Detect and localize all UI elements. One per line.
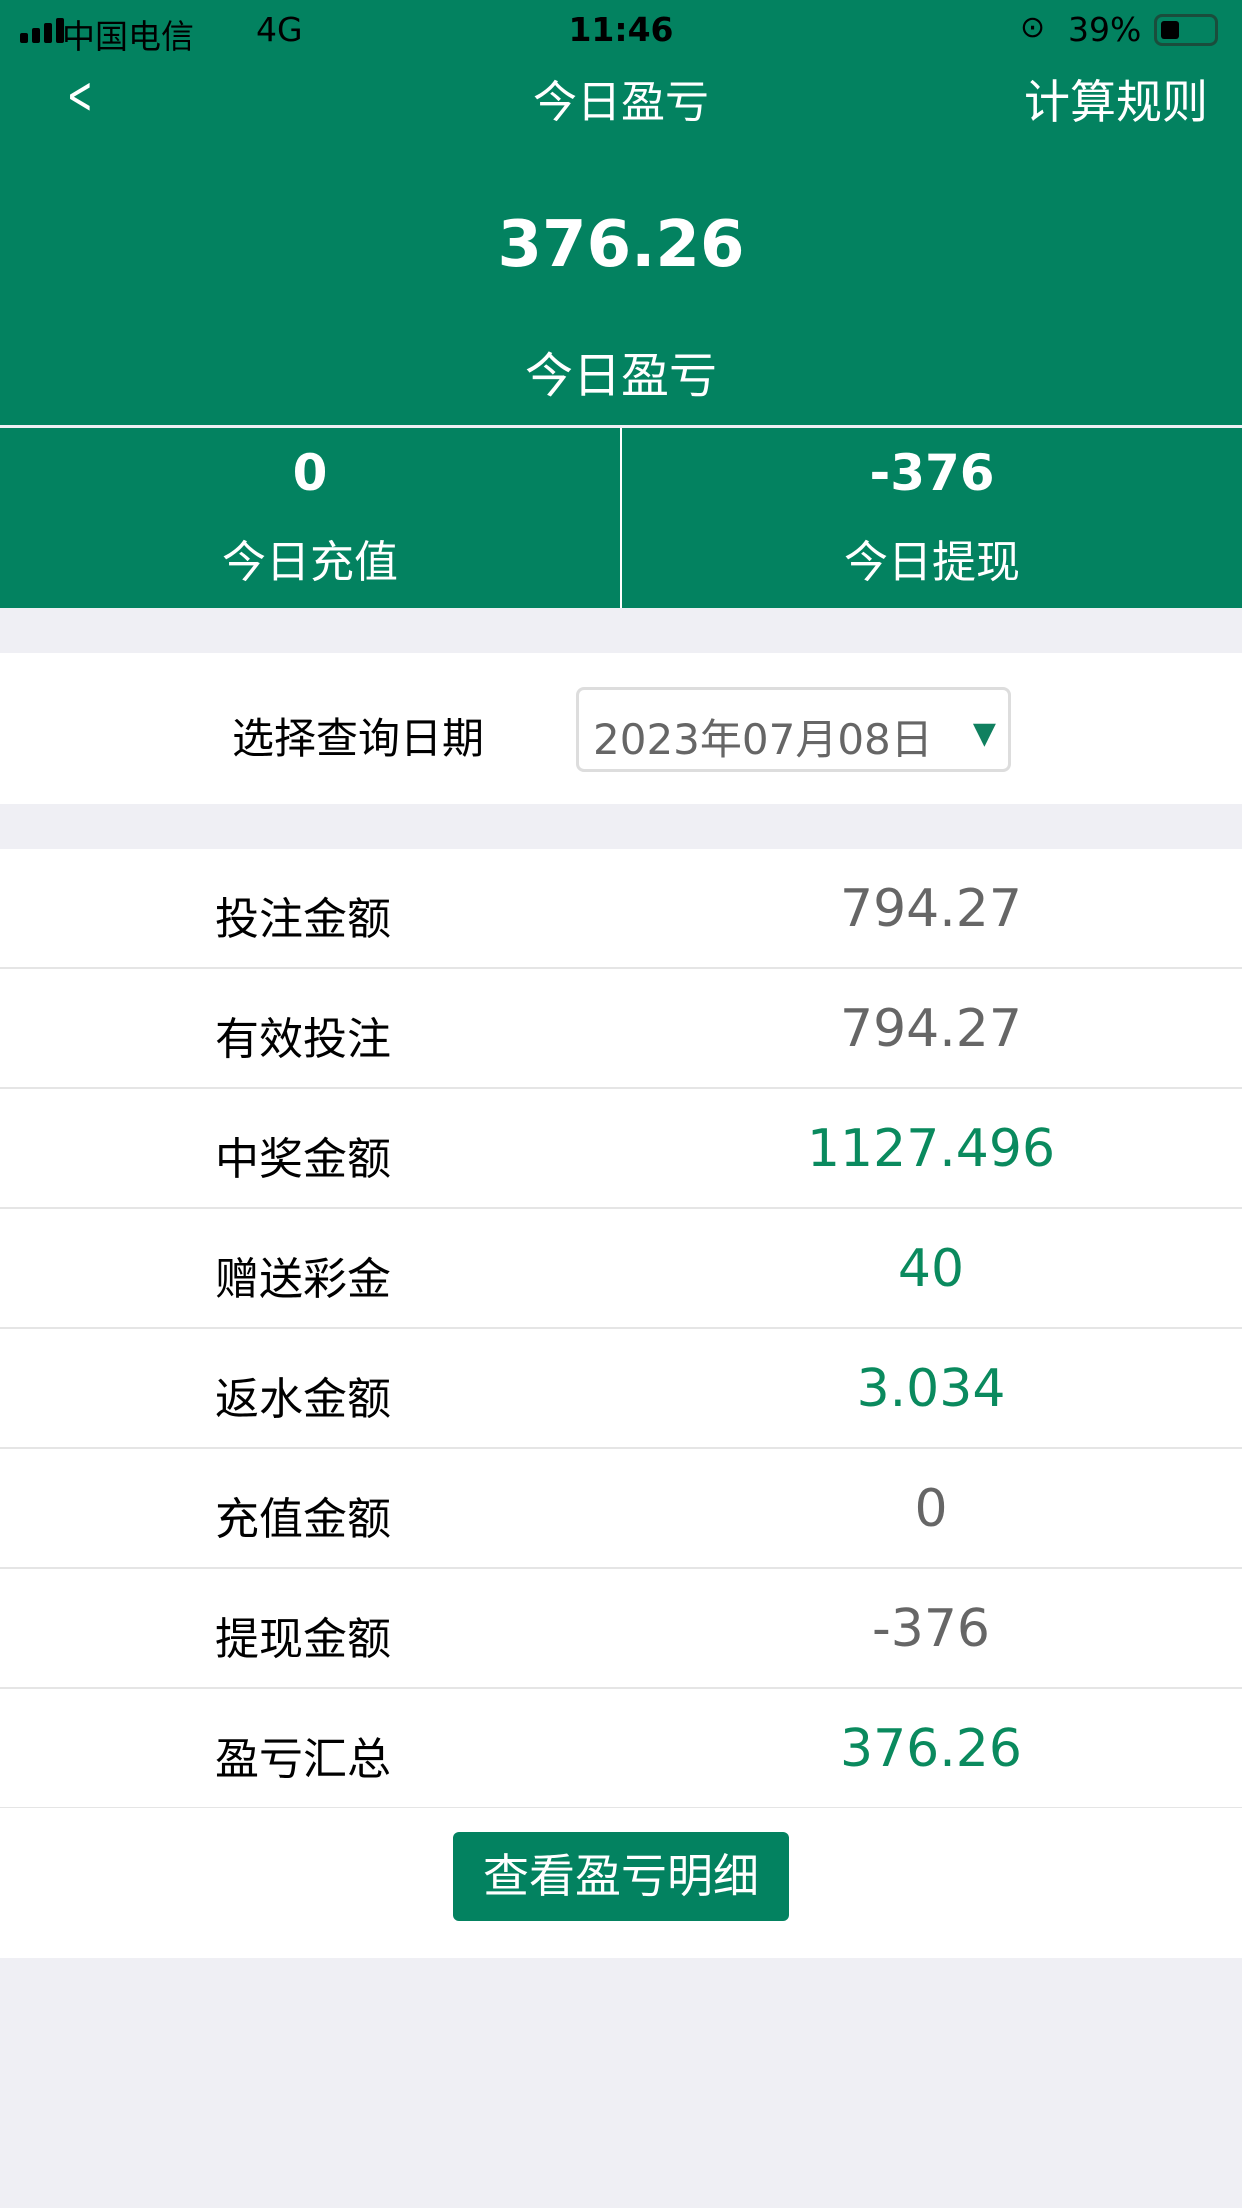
table-row: 投注金额 794.27 — [0, 849, 1242, 969]
stat-value: -376 — [869, 444, 995, 502]
stat-recharge: 0 今日充值 — [0, 428, 620, 608]
nav-title: 今日盈亏 — [533, 77, 709, 128]
header: 中国电信 4G 11:46 ⊙ 39% < 今日盈亏 计算规则 376.26 今… — [0, 0, 1242, 425]
table-row: 有效投注 794.27 — [0, 969, 1242, 1089]
row-label: 中奖金额 — [215, 1134, 391, 1185]
status-bar: 中国电信 4G 11:46 ⊙ 39% — [0, 0, 1242, 62]
rules-button[interactable]: 计算规则 — [1024, 75, 1208, 129]
row-label: 返水金额 — [215, 1374, 391, 1425]
row-label: 有效投注 — [215, 1014, 391, 1065]
row-value: -376 — [871, 1599, 990, 1659]
row-label: 投注金额 — [215, 894, 391, 945]
date-filter-label: 选择查询日期 — [232, 714, 485, 763]
stat-value: 0 — [292, 444, 328, 502]
table-row: 充值金额 0 — [0, 1449, 1242, 1569]
row-value: 3.034 — [856, 1359, 1006, 1419]
stat-label: 今日充值 — [222, 537, 398, 588]
network: 4G — [256, 10, 303, 49]
row-value: 794.27 — [840, 999, 1022, 1059]
stat-withdraw: -376 今日提现 — [620, 428, 1242, 608]
stat-label: 今日提现 — [844, 537, 1020, 588]
button-area: 查看盈亏明细 — [0, 1808, 1242, 1958]
row-label: 提现金额 — [215, 1614, 391, 1665]
table-row: 中奖金额 1127.496 — [0, 1089, 1242, 1209]
row-label: 赠送彩金 — [215, 1254, 391, 1305]
today-profit-value: 376.26 — [497, 208, 745, 282]
table-row: 返水金额 3.034 — [0, 1329, 1242, 1449]
view-details-button[interactable]: 查看盈亏明细 — [453, 1832, 789, 1921]
dropdown-triangle-icon: ▼ — [972, 716, 996, 751]
row-value: 40 — [897, 1239, 965, 1299]
rotation-lock-icon: ⊙ — [1020, 10, 1046, 45]
table-row: 赠送彩金 40 — [0, 1209, 1242, 1329]
back-chevron-icon[interactable]: < — [66, 66, 93, 126]
row-label: 充值金额 — [215, 1494, 391, 1545]
row-value: 794.27 — [840, 879, 1022, 939]
today-profit-label: 今日盈亏 — [524, 348, 717, 404]
table-row: 提现金额 -376 — [0, 1569, 1242, 1689]
row-value: 1127.496 — [806, 1119, 1056, 1179]
row-value: 376.26 — [840, 1719, 1022, 1779]
stats-row: 0 今日充值 -376 今日提现 — [0, 428, 1242, 608]
date-value: 2023年07月08日 — [593, 715, 933, 764]
date-filter: 选择查询日期 2023年07月08日 ▼ — [0, 653, 1242, 804]
carrier: 中国电信 — [62, 17, 194, 56]
battery-icon — [1154, 14, 1218, 46]
battery-percent: 39% — [1068, 10, 1142, 49]
table-row: 盈亏汇总 376.26 — [0, 1689, 1242, 1809]
row-value: 0 — [914, 1479, 948, 1539]
time: 11:46 — [568, 10, 674, 49]
signal-icon — [20, 18, 64, 43]
date-select[interactable]: 2023年07月08日 ▼ — [576, 687, 1011, 772]
summary-table: 投注金额 794.27 有效投注 794.27 中奖金额 1127.496 赠送彩金 40 返水… — [0, 849, 1242, 1809]
row-label: 盈亏汇总 — [215, 1734, 391, 1785]
